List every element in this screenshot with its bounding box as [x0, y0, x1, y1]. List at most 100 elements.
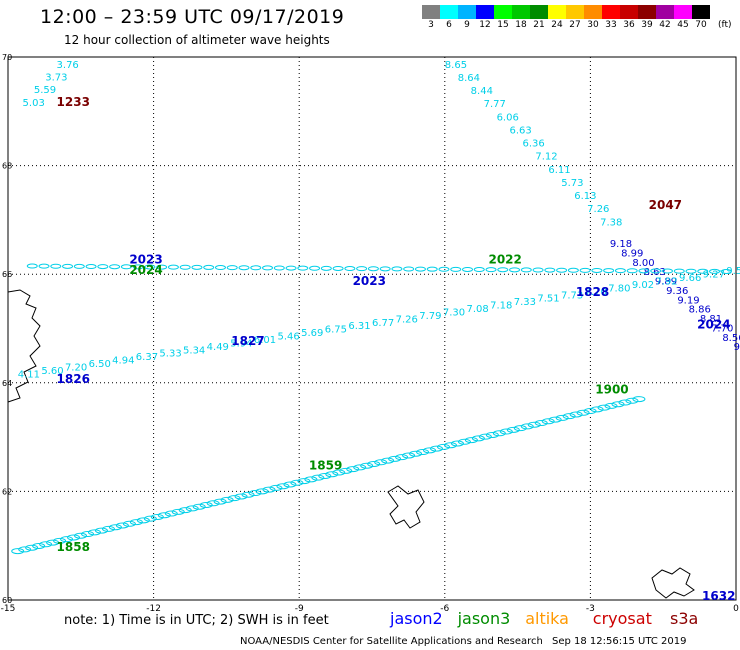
swath-mark	[604, 402, 618, 409]
swath-mark	[214, 265, 226, 271]
wave-height-value: 7.26	[587, 204, 609, 215]
wave-height-value: 7.20	[65, 362, 87, 373]
color-scale-label: 45	[677, 20, 689, 30]
swath-mark	[53, 537, 67, 544]
swath-mark	[304, 476, 318, 483]
swath-mark	[438, 266, 450, 272]
color-scale-swatch	[494, 5, 512, 19]
swath-mark	[395, 454, 409, 461]
swath-mark	[276, 483, 290, 490]
pass-time-labels: 1233204720232024202220231828202418271826…	[57, 95, 736, 603]
satellite-legend-cryosat: cryosat	[592, 609, 652, 628]
lon-tick-label: 0	[733, 604, 739, 614]
swath-mark	[39, 541, 53, 548]
swath-mark	[255, 488, 269, 495]
swath-mark	[157, 512, 171, 519]
swath-mark	[269, 484, 283, 491]
color-scale-swatch	[674, 5, 692, 19]
swath-mark	[11, 548, 25, 555]
color-scale-label: 70	[695, 20, 707, 30]
color-scale-unit: (ft)	[718, 20, 732, 30]
swath-mark	[416, 449, 430, 456]
wave-height-value: 8.44	[471, 86, 493, 97]
wave-height-value: 9.66	[679, 273, 701, 284]
wave-height-value: 7.70	[585, 287, 607, 298]
pass-time-label: 1858	[57, 540, 90, 554]
pass-time-label: 2023	[353, 274, 386, 288]
swath-mark	[332, 265, 344, 271]
swath-mark	[462, 266, 474, 272]
swath-mark	[346, 466, 360, 473]
color-scale-label: 12	[479, 20, 491, 30]
wave-height-value: 7.80	[608, 283, 630, 294]
swath-mark	[81, 531, 95, 538]
color-scale-swatch	[602, 5, 620, 19]
swath-mark	[423, 447, 437, 454]
swath-mark	[227, 495, 241, 502]
swath-mark	[46, 539, 60, 546]
swath-mark	[136, 517, 150, 524]
swath-mark	[192, 503, 206, 510]
swath-mark	[203, 264, 215, 270]
swath-mark	[144, 264, 156, 270]
color-scale-label: 24	[551, 20, 563, 30]
swath-mark	[115, 522, 129, 529]
swath-mark	[38, 263, 50, 269]
wave-height-value: 6.77	[372, 318, 394, 329]
color-scale-label: 21	[533, 20, 545, 30]
swath-mark	[101, 525, 115, 532]
swath-mark	[250, 265, 262, 271]
wave-height-value: 4.94	[112, 356, 134, 367]
swath-mark	[226, 265, 238, 271]
swath-mark	[492, 430, 506, 437]
swath-mark	[220, 496, 234, 503]
swath-mark	[73, 263, 85, 269]
swath-mark	[597, 404, 611, 411]
swath-mark	[164, 510, 178, 517]
swath-mark	[285, 265, 297, 271]
swath-mark	[402, 452, 416, 459]
color-scale-label: 30	[587, 20, 599, 30]
wave-height-value: 6.31	[348, 321, 370, 332]
wave-height-value: 5.46	[278, 332, 300, 343]
color-scale-swatch	[692, 5, 710, 19]
swath-mark	[626, 268, 638, 274]
lon-tick-label: -15	[1, 604, 16, 614]
pass-time-label: 1859	[309, 459, 342, 473]
wave-height-value: 7.18	[490, 301, 512, 312]
swath-mark	[367, 461, 381, 468]
page-title: 12:00 – 23:59 UTC 09/17/2019	[40, 6, 345, 28]
swath-mark	[60, 536, 74, 543]
color-scale-label: 42	[659, 20, 671, 30]
color-scale-label: 18	[515, 20, 527, 30]
swath-mark	[320, 265, 332, 271]
coastline-faroes	[387, 485, 425, 529]
color-scale-swatch	[512, 5, 530, 19]
lat-tick-label: 62	[2, 487, 12, 496]
swath-mark	[311, 474, 325, 481]
color-scale-label: 27	[569, 20, 581, 30]
swath-mark	[108, 524, 122, 531]
swath-mark	[618, 399, 632, 406]
swath-mark	[283, 481, 297, 488]
swath-mark	[436, 443, 450, 450]
wave-height-value: 6.50	[89, 359, 111, 370]
color-scale-swatch	[584, 5, 602, 19]
swath-mark	[591, 267, 603, 273]
wave-height-value: 6.11	[548, 165, 570, 176]
page-subtitle: 12 hour collection of altimeter wave hei…	[64, 33, 330, 47]
footer-timestamp: Sep 18 12:56:15 UTC 2019	[552, 636, 687, 647]
pass-time-label: 2047	[649, 198, 682, 212]
swath-mark	[478, 433, 492, 440]
pass-time-label: 1632	[702, 589, 735, 603]
wave-height-value: 9.27	[703, 270, 725, 281]
satellite-legend-jason2: jason2	[390, 609, 443, 628]
lat-tick-label: 68	[2, 162, 12, 171]
swath-mark	[567, 267, 579, 273]
color-scale-label: 39	[641, 20, 653, 30]
color-scale-swatch	[656, 5, 674, 19]
wave-height-value: 8.56	[722, 333, 740, 344]
wave-height-value: 8.64	[458, 73, 480, 84]
wave-height-value: 7.51	[537, 294, 559, 305]
